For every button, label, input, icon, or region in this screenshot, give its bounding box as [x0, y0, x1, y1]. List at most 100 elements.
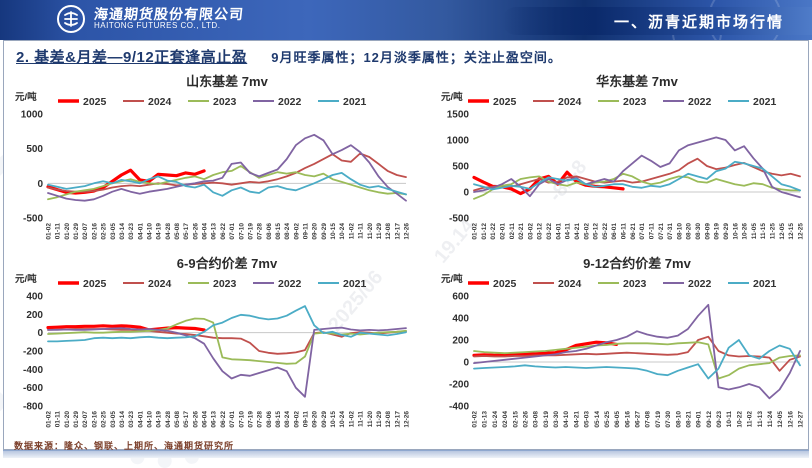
svg-text:03-14: 03-14 — [119, 223, 126, 240]
svg-text:09-19: 09-19 — [714, 223, 721, 240]
svg-text:2021: 2021 — [343, 96, 367, 108]
svg-text:02-07: 02-07 — [82, 411, 89, 428]
svg-text:02-26: 02-26 — [522, 411, 529, 428]
svg-text:2022: 2022 — [278, 278, 302, 290]
svg-text:2023: 2023 — [623, 278, 647, 290]
svg-text:07-30: 07-30 — [665, 411, 672, 428]
svg-text:02-07: 02-07 — [82, 223, 89, 240]
section-title-banner: 一、沥青近期市场行情 — [502, 7, 812, 35]
svg-text:0: 0 — [37, 328, 43, 339]
svg-text:01-29: 01-29 — [73, 223, 80, 240]
svg-text:-600: -600 — [23, 383, 43, 394]
company-name-cn: 海通期货股份有限公司 — [93, 6, 245, 23]
svg-text:04-11: 04-11 — [565, 223, 572, 240]
svg-text:-400: -400 — [449, 402, 469, 413]
svg-text:07-08: 07-08 — [645, 411, 652, 428]
svg-text:03-22: 03-22 — [546, 223, 553, 240]
svg-text:12-26: 12-26 — [404, 223, 411, 240]
svg-text:09-20: 09-20 — [312, 411, 319, 428]
svg-text:09-02: 09-02 — [293, 411, 300, 428]
svg-text:12-17: 12-17 — [394, 223, 401, 240]
haitong-logo-icon — [57, 5, 85, 33]
svg-text:9-12合约价差 7mv: 9-12合约价差 7mv — [583, 256, 691, 271]
svg-text:04-21: 04-21 — [574, 223, 581, 240]
svg-text:12-17: 12-17 — [394, 411, 401, 428]
svg-text:03-14: 03-14 — [119, 411, 126, 428]
svg-text:05-17: 05-17 — [183, 223, 190, 240]
svg-text:07-19: 07-19 — [247, 411, 254, 428]
slide-content-frame — [3, 40, 809, 450]
svg-text:400: 400 — [26, 292, 43, 303]
svg-text:2024: 2024 — [558, 278, 582, 290]
svg-text:07-28: 07-28 — [257, 223, 264, 240]
svg-text:02-16: 02-16 — [91, 223, 98, 240]
svg-text:200: 200 — [26, 310, 43, 321]
svg-text:11-25: 11-25 — [770, 223, 777, 240]
svg-text:06-27: 06-27 — [635, 411, 642, 428]
svg-text:05-17: 05-17 — [183, 411, 190, 428]
svg-text:2023: 2023 — [213, 96, 237, 108]
svg-text:-500: -500 — [23, 214, 43, 225]
svg-text:12-16: 12-16 — [787, 411, 794, 428]
svg-text:10-26: 10-26 — [742, 223, 749, 240]
svg-text:02-21: 02-21 — [518, 223, 525, 240]
svg-text:元/吨: 元/吨 — [15, 91, 37, 103]
svg-text:07-10: 07-10 — [238, 223, 245, 240]
svg-text:04-10: 04-10 — [146, 411, 153, 428]
data-source-note: 数据来源：隆众、钢联、上期所、海通期货研究所 — [14, 441, 235, 451]
svg-text:02-25: 02-25 — [101, 411, 108, 428]
svg-text:11-02: 11-02 — [348, 411, 355, 428]
svg-text:11-11: 11-11 — [358, 223, 365, 239]
svg-text:10-22: 10-22 — [736, 411, 743, 428]
svg-text:2023: 2023 — [213, 278, 237, 290]
svg-text:12-08: 12-08 — [385, 223, 392, 240]
svg-text:08-15: 08-15 — [275, 223, 282, 240]
svg-text:2023: 2023 — [623, 96, 647, 108]
svg-text:12-26: 12-26 — [404, 411, 411, 428]
svg-text:03-19: 03-19 — [543, 411, 550, 428]
svg-text:05-25: 05-25 — [604, 411, 611, 428]
svg-text:06-16: 06-16 — [624, 411, 631, 428]
svg-text:500: 500 — [26, 144, 43, 155]
svg-text:06-22: 06-22 — [220, 411, 227, 428]
svg-text:02-15: 02-15 — [512, 411, 519, 428]
svg-text:元/吨: 元/吨 — [441, 91, 463, 103]
svg-text:11-15: 11-15 — [760, 223, 767, 240]
svg-text:01-02: 01-02 — [46, 223, 53, 240]
logo-lockup: 海通期货股份有限公司 HAITONG FUTURES CO., LTD. — [56, 4, 245, 34]
svg-text:04-10: 04-10 — [563, 411, 570, 428]
svg-text:05-08: 05-08 — [174, 411, 181, 428]
svg-text:04-01: 04-01 — [555, 223, 562, 240]
svg-text:07-01: 07-01 — [229, 411, 236, 428]
svg-text:04-19: 04-19 — [156, 411, 163, 428]
svg-text:11-05: 11-05 — [751, 223, 758, 240]
page-title: 2. 基差&月差—9/12正套逢高止盈 — [16, 49, 248, 66]
svg-text:08-10: 08-10 — [675, 411, 682, 428]
svg-text:05-03: 05-03 — [584, 411, 591, 428]
svg-text:01-24: 01-24 — [492, 411, 499, 428]
svg-text:03-23: 03-23 — [128, 223, 135, 240]
svg-text:08-20: 08-20 — [686, 223, 693, 240]
svg-text:07-10: 07-10 — [238, 411, 245, 428]
svg-text:07-01: 07-01 — [639, 223, 646, 240]
svg-text:2021: 2021 — [753, 96, 777, 108]
chart-huadong-basis: 华东基差 7mv 元/吨 2025 2024 2023 2022 2021 1500 1000 5… — [438, 70, 808, 250]
svg-text:11-02: 11-02 — [747, 411, 754, 428]
svg-text:06-11: 06-11 — [621, 223, 628, 240]
svg-text:09-01: 09-01 — [696, 411, 703, 428]
svg-text:02-01: 02-01 — [499, 223, 506, 240]
svg-text:08-06: 08-06 — [266, 411, 273, 428]
svg-text:11-20: 11-20 — [367, 411, 374, 428]
svg-text:10-11: 10-11 — [726, 411, 733, 428]
svg-text:6-9合约价差 7mv: 6-9合约价差 7mv — [177, 256, 278, 271]
svg-text:04-21: 04-21 — [573, 411, 580, 428]
svg-text:09-20: 09-20 — [312, 223, 319, 240]
svg-text:06-22: 06-22 — [220, 223, 227, 240]
svg-text:02-11: 02-11 — [509, 223, 516, 240]
svg-text:08-15: 08-15 — [275, 411, 282, 428]
svg-text:02-25: 02-25 — [101, 223, 108, 240]
title-row: 2. 基差&月差—9/12正套逢高止盈 9月旺季属性；12月淡季属性；关注止盈空… — [16, 46, 562, 67]
svg-text:09-09: 09-09 — [704, 223, 711, 240]
svg-text:07-21: 07-21 — [658, 223, 665, 240]
svg-text:2022: 2022 — [278, 96, 302, 108]
